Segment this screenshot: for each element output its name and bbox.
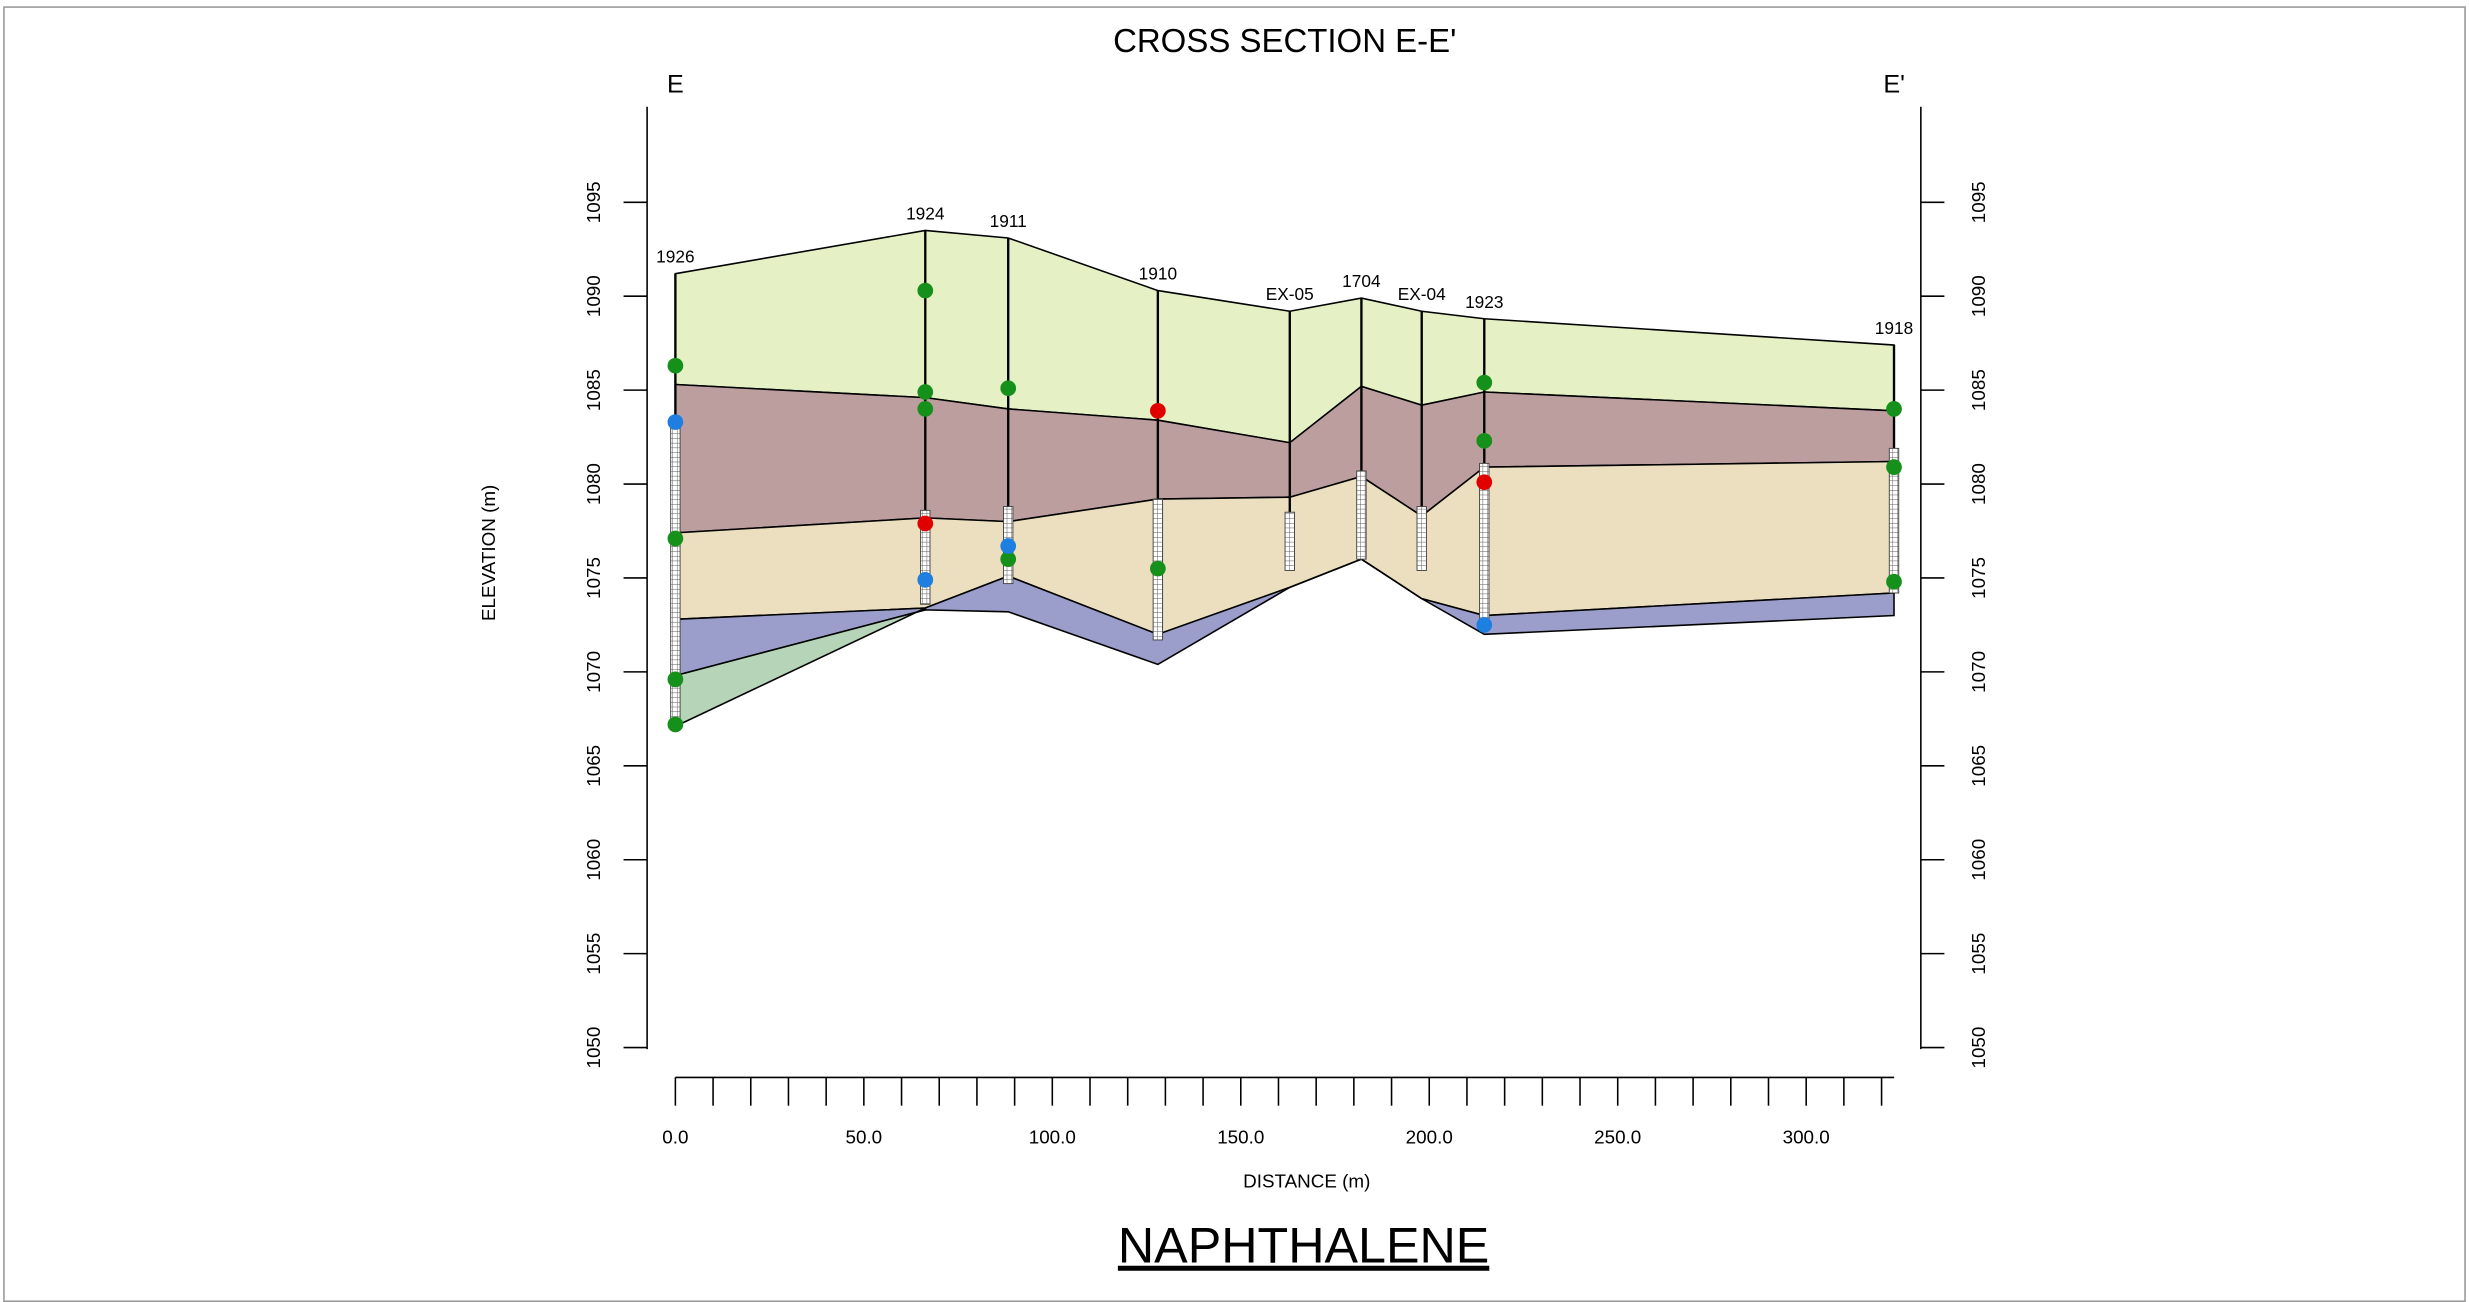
y-tick-label-right: 1090 — [1968, 275, 1989, 317]
sample-point — [667, 671, 684, 688]
well-label: 1918 — [1875, 318, 1913, 338]
x-tick-label: 300.0 — [1783, 1126, 1830, 1147]
sample-point — [1886, 459, 1902, 475]
x-tick-label: 250.0 — [1594, 1126, 1641, 1147]
y-tick-label-right: 1055 — [1968, 933, 1989, 975]
y-tick-label-left: 1090 — [583, 275, 604, 317]
well-screen — [1356, 470, 1367, 560]
y-tick-label-left: 1060 — [583, 839, 604, 881]
y-tick-label-right: 1070 — [1968, 651, 1989, 693]
well-label: 1910 — [1139, 264, 1177, 284]
well-screen — [1888, 447, 1900, 594]
sample-point — [667, 414, 684, 430]
y-tick-label-left: 1085 — [583, 369, 604, 411]
well-screen — [920, 509, 931, 605]
chart-title: CROSS SECTION E-E' — [1113, 22, 1456, 59]
sample-point — [1476, 617, 1493, 633]
x-axis-title: DISTANCE (m) — [1243, 1170, 1370, 1191]
sample-point — [667, 530, 684, 547]
sample-point — [1476, 432, 1493, 449]
section-end-label: E' — [1883, 71, 1905, 99]
sample-point — [917, 282, 934, 299]
sample-point — [667, 716, 684, 733]
y-tick-label-right: 1065 — [1968, 745, 1989, 787]
y-tick-label-right: 1060 — [1968, 839, 1989, 881]
y-tick-label-left: 1055 — [583, 933, 604, 975]
x-tick-label: 100.0 — [1029, 1126, 1076, 1147]
y-axis-title: ELEVATION (m) — [478, 485, 499, 621]
well-label: 1923 — [1465, 292, 1503, 312]
sample-point — [1150, 560, 1166, 577]
well-label: 1924 — [906, 203, 945, 223]
sample-point — [917, 384, 934, 400]
section-start-label: E — [667, 71, 684, 99]
x-tick-label: 200.0 — [1406, 1126, 1453, 1147]
well-label: EX-04 — [1398, 284, 1446, 304]
sample-point — [1886, 401, 1902, 417]
well-label: 1704 — [1342, 271, 1381, 291]
sample-point — [1000, 551, 1017, 568]
sample-point — [1000, 380, 1017, 397]
sample-point — [667, 357, 684, 374]
sample-point — [1476, 374, 1493, 391]
y-tick-label-left: 1080 — [583, 463, 604, 505]
y-tick-label-right: 1050 — [1968, 1027, 1989, 1069]
well-label: EX-05 — [1266, 284, 1314, 304]
chart-subtitle: NAPHTHALENE — [1118, 1218, 1489, 1274]
sample-point — [917, 515, 934, 532]
well-label: 1911 — [990, 211, 1027, 231]
y-tick-label-left: 1050 — [583, 1027, 604, 1069]
sample-point — [1000, 538, 1017, 554]
x-tick-label: 150.0 — [1217, 1126, 1264, 1147]
y-tick-label-right: 1075 — [1968, 557, 1989, 599]
well-label: 1926 — [656, 247, 694, 267]
y-tick-label-right: 1080 — [1968, 463, 1989, 505]
frame — [3, 6, 2466, 1302]
y-tick-label-left: 1095 — [583, 181, 604, 223]
y-tick-label-right: 1095 — [1968, 181, 1989, 223]
well-screen — [1416, 506, 1427, 571]
sample-point — [1150, 402, 1166, 419]
sample-point — [917, 401, 934, 417]
x-tick-label: 0.0 — [662, 1126, 688, 1147]
x-tick-label: 50.0 — [846, 1126, 883, 1147]
well-screen — [1284, 511, 1295, 571]
sample-point — [917, 571, 934, 588]
y-tick-label-left: 1070 — [583, 651, 604, 693]
sample-point — [1886, 573, 1902, 590]
y-tick-label-left: 1075 — [583, 557, 604, 599]
y-tick-label-left: 1065 — [583, 745, 604, 787]
sample-point — [1476, 474, 1493, 491]
y-tick-label-right: 1085 — [1968, 369, 1989, 411]
